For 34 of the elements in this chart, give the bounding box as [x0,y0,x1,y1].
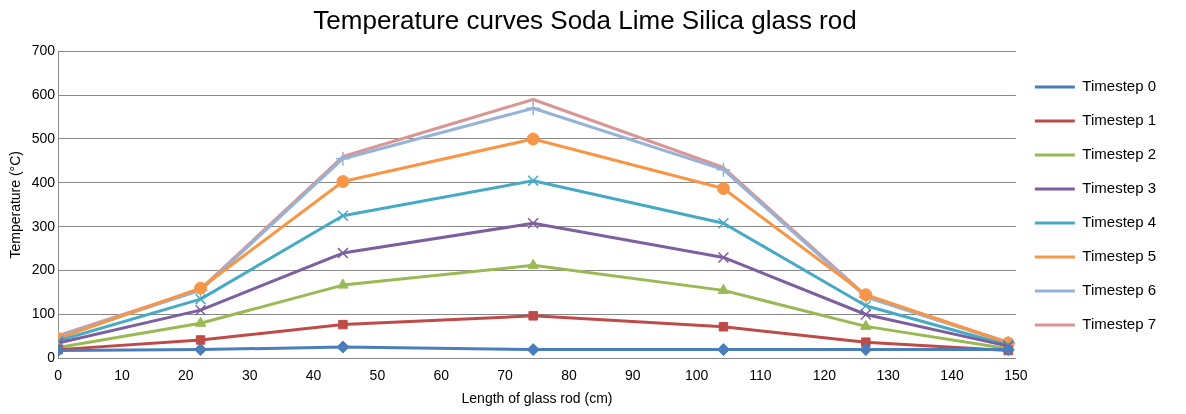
x-tick-label: 40 [305,366,322,383]
x-tick-label: 110 [749,366,772,383]
legend-label: Timestep 0 [1082,77,1156,95]
y-tick-label: 0 [47,349,56,366]
x-tick-label: 20 [178,366,194,383]
x-tick-label: 80 [561,366,577,383]
legend-label: Timestep 6 [1082,281,1156,299]
x-tick-label: 150 [1004,366,1028,383]
y-tick-label: 700 [31,42,56,59]
x-tick-label: 60 [433,366,450,383]
legend-label: Timestep 3 [1082,179,1156,197]
legend-label: Timestep 2 [1082,145,1156,163]
x-tick-label: 90 [624,366,641,383]
x-axis-title: Length of glass rod (cm) [461,390,613,407]
x-tick-label: 50 [369,366,386,383]
legend-label: Timestep 1 [1082,111,1156,129]
y-tick-label: 300 [31,217,56,234]
legend-label: Timestep 4 [1082,213,1156,231]
x-tick-label: 130 [876,366,901,383]
y-tick-label: 400 [31,173,56,190]
x-tick-label: 30 [241,366,258,383]
legend-label: Timestep 7 [1082,315,1156,333]
y-tick-label: 200 [31,261,56,278]
chart-title: Temperature curves Soda Lime Silica glass rod [313,4,857,35]
y-tick-label: 500 [31,129,56,146]
legend-label: Timestep 5 [1082,247,1156,265]
x-tick-label: 10 [114,366,130,383]
x-tick-label: 140 [940,366,964,383]
x-tick-label: 70 [497,366,514,383]
y-tick-label: 600 [31,85,56,102]
x-tick-label: 120 [812,366,837,383]
y-axis-title: Temperature (°C) [7,151,24,259]
y-tick-label: 100 [31,305,56,322]
x-tick-label: 100 [684,366,709,383]
